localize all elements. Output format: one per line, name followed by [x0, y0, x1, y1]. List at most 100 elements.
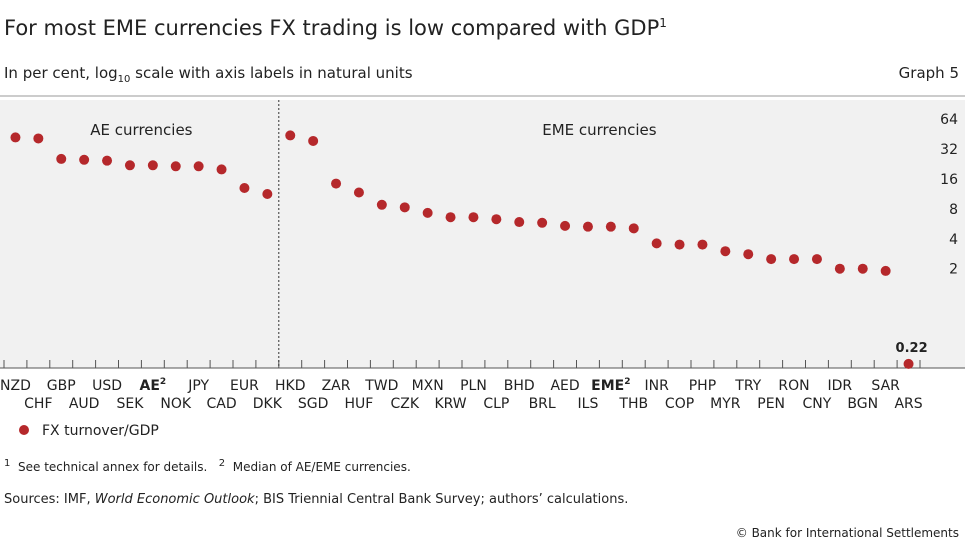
- chart-title: For most EME currencies FX trading is lo…: [4, 16, 667, 40]
- point: [743, 249, 754, 260]
- y-tick-label: 2: [949, 262, 958, 278]
- point: [628, 223, 639, 234]
- x-tick-label: AED: [550, 378, 579, 394]
- footnotes: 1 See technical annex for details. 2 Med…: [4, 458, 411, 474]
- category-name: DKK: [253, 396, 283, 412]
- footnote-marker: 2: [218, 458, 226, 469]
- sources: Sources: IMF, World Economic Outlook; BI…: [4, 492, 628, 507]
- category-name: GBP: [47, 378, 76, 394]
- data-label: 0.22: [896, 341, 928, 356]
- point: [353, 187, 364, 198]
- category-name: COP: [665, 396, 694, 412]
- category-name: PEN: [757, 396, 785, 412]
- y-tick-label: 4: [949, 232, 958, 248]
- plot-background: [0, 100, 965, 368]
- category-note: 2: [624, 377, 630, 387]
- point: [33, 133, 44, 144]
- x-tick-label: DKK: [253, 396, 283, 412]
- x-tick-label: GBP: [47, 378, 76, 394]
- category-name: CAD: [206, 396, 236, 412]
- category-name: IDR: [828, 378, 853, 394]
- x-tick-label: RON: [778, 378, 809, 394]
- point: [903, 358, 914, 369]
- x-tick-label: MXN: [412, 378, 444, 394]
- x-tick-label: AE2: [140, 377, 167, 394]
- legend-marker: [19, 425, 29, 435]
- point: [468, 212, 479, 223]
- category-name: EUR: [230, 378, 259, 394]
- x-tick-label: CAD: [206, 396, 236, 412]
- category-name: TRY: [734, 378, 761, 394]
- sources-text: Sources: IMF,: [4, 492, 95, 507]
- x-tick-label: HKD: [275, 378, 306, 394]
- category-name: NZD: [0, 378, 31, 394]
- point: [445, 212, 456, 223]
- x-tick-label: NZD: [0, 378, 31, 394]
- x-tick-label: PEN: [757, 396, 785, 412]
- x-tick-label: TRY: [734, 378, 761, 394]
- point: [285, 130, 296, 141]
- x-tick-label: BHD: [504, 378, 535, 394]
- y-tick-label: 64: [940, 112, 958, 128]
- point: [674, 239, 685, 250]
- x-tick-label: CNY: [803, 396, 832, 412]
- group-label: AE currencies: [90, 121, 192, 139]
- sources-italic: World Economic Outlook: [94, 492, 255, 507]
- y-tick-label: 16: [940, 172, 958, 188]
- point: [491, 214, 502, 225]
- y-tick-label: 32: [940, 142, 958, 158]
- footnote: See technical annex for details.: [18, 460, 208, 474]
- x-tick-label: IDR: [828, 378, 853, 394]
- point: [331, 178, 342, 189]
- point: [766, 254, 777, 265]
- category-name: USD: [92, 378, 122, 394]
- x-tick-label: TWD: [364, 378, 398, 394]
- x-tick-label: INR: [644, 378, 669, 394]
- point: [811, 254, 822, 265]
- subtitle-sub: 10: [117, 74, 131, 85]
- copyright: © Bank for International Settlements: [735, 526, 959, 540]
- sources-text: ; BIS Triennial Central Bank Survey; aut…: [254, 492, 629, 507]
- point: [239, 182, 250, 193]
- group-label: EME currencies: [542, 121, 657, 139]
- point: [789, 254, 800, 265]
- x-tick-label: CZK: [390, 396, 419, 412]
- category-name: MXN: [412, 378, 444, 394]
- x-tick-label: ARS: [894, 396, 922, 412]
- x-tick-label: ZAR: [322, 378, 351, 394]
- x-tick-label: ILS: [578, 396, 599, 412]
- category-name: TWD: [364, 378, 398, 394]
- point: [10, 132, 21, 143]
- category-name: ARS: [894, 396, 922, 412]
- category-name: KRW: [434, 396, 466, 412]
- point: [514, 217, 525, 228]
- subtitle-text: In per cent, log: [4, 64, 118, 82]
- category-name: RON: [778, 378, 809, 394]
- category-name: MYR: [710, 396, 741, 412]
- category-name: BRL: [529, 396, 556, 412]
- x-tick-label: EME2: [591, 377, 630, 394]
- point: [102, 155, 113, 166]
- point: [605, 221, 616, 232]
- category-note: 2: [160, 377, 166, 387]
- x-tick-label: BGN: [847, 396, 878, 412]
- point: [56, 153, 67, 164]
- subtitle: In per cent, log10 scale with axis label…: [4, 64, 413, 85]
- x-tick-label: SAR: [871, 378, 900, 394]
- category-name: AE: [140, 378, 160, 394]
- point: [216, 164, 227, 175]
- x-tick-label: KRW: [434, 396, 466, 412]
- x-tick-label: SGD: [298, 396, 329, 412]
- category-name: BGN: [847, 396, 878, 412]
- x-tick-label: AUD: [69, 396, 100, 412]
- category-name: AUD: [69, 396, 100, 412]
- category-name: INR: [644, 378, 669, 394]
- point: [697, 239, 708, 250]
- category-name: BHD: [504, 378, 535, 394]
- category-name: ILS: [578, 396, 599, 412]
- point: [720, 246, 731, 257]
- title-note: 1: [659, 16, 667, 30]
- x-tick-label: BRL: [529, 396, 556, 412]
- footnote: Median of AE/EME currencies.: [232, 460, 411, 474]
- category-name: SGD: [298, 396, 329, 412]
